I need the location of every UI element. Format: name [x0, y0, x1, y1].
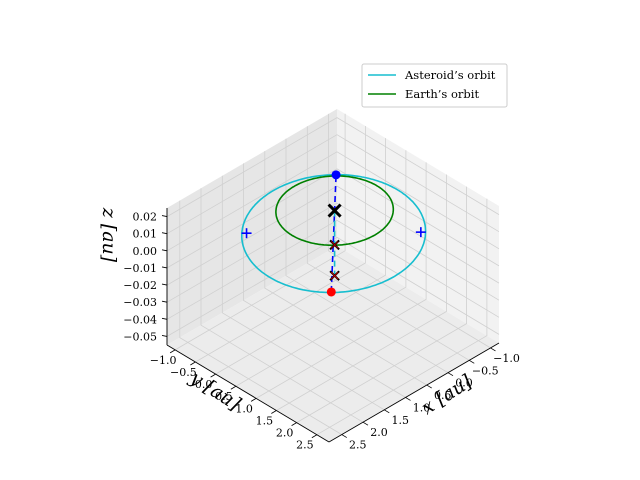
z-tick-label: 0.02: [133, 211, 158, 224]
tick-labels: −1.0−0.50.00.51.01.52.02.5−1.0−0.50.00.5…: [123, 211, 520, 452]
z-tick-mark: [161, 283, 168, 286]
grid-line-y: [200, 188, 364, 423]
x-tick-mark: [190, 361, 196, 366]
plot-area: [241, 170, 427, 297]
z-tick-mark: [161, 249, 168, 252]
grid-line-y: [306, 126, 470, 361]
x-tick-label: 0.0: [195, 378, 213, 391]
z-tick-mark: [161, 317, 168, 320]
y-tick-label: 0.5: [434, 389, 452, 402]
grid-line-x: [174, 113, 346, 351]
y-tick-mark: [490, 347, 496, 352]
legend: Asteroid’s orbit Earth’s orbit: [361, 63, 508, 108]
grid-line-z: [166, 236, 500, 337]
grid-line-x: [276, 174, 447, 411]
y-tick-mark: [469, 359, 475, 364]
z-tick-label: −0.05: [123, 330, 157, 343]
x-tick-label: 0.5: [215, 390, 233, 403]
z-tick-label: −0.04: [123, 313, 157, 326]
axis-lines: [166, 208, 500, 443]
x-tick-label: −0.5: [170, 366, 197, 379]
grid-line-x: [296, 186, 468, 423]
projection-marker: [329, 270, 340, 281]
legend-frame: [361, 63, 508, 108]
grid-line-y: [328, 113, 491, 349]
grid-line-z: [166, 168, 500, 269]
grid-line-x: [195, 126, 366, 363]
y-tick-label: 1.5: [392, 414, 410, 427]
y-tick-label: 2.0: [370, 426, 388, 439]
y-tick-mark: [405, 397, 411, 401]
x-tick-mark: [210, 373, 216, 378]
y-tick-label: −0.5: [472, 364, 499, 377]
pane-xz: [337, 109, 499, 343]
y-tick-mark: [362, 421, 369, 426]
y-tick-label: 0.0: [455, 377, 473, 390]
z-tick-label: −0.01: [123, 262, 157, 275]
grid-line-x: [255, 162, 427, 399]
grid-line-z: [166, 202, 500, 303]
x-tick-mark: [250, 398, 257, 402]
x-tick-label: 2.0: [276, 427, 294, 440]
grid-line-z: [166, 151, 500, 252]
grid-line-z: [166, 185, 500, 286]
z-tick-mark: [161, 232, 168, 235]
y-tick-label: 2.5: [349, 439, 367, 452]
x-tick-label: −1.0: [150, 354, 177, 367]
z-tick-mark: [161, 300, 168, 303]
z-tick-label: −0.03: [123, 296, 157, 309]
x-tick-mark: [169, 349, 176, 354]
y-tick-mark: [384, 409, 390, 414]
x-tick-label: 1.0: [235, 402, 253, 415]
axes-panes: [167, 109, 499, 442]
x-tick-label: 2.5: [296, 439, 314, 452]
z-tick-label: 0.00: [133, 245, 158, 258]
x-tick-mark: [291, 422, 297, 426]
x-tick-label: 1.5: [256, 414, 274, 427]
z-tick-label: −0.02: [123, 279, 157, 292]
perihelion-marker: [331, 170, 341, 180]
node-marker: [415, 227, 426, 238]
node-marker: [241, 228, 252, 239]
z-tick-mark: [161, 215, 168, 217]
x-tick-mark: [230, 385, 237, 390]
x-inner-b: [330, 271, 339, 280]
aphelion-marker: [326, 287, 336, 297]
y-tick-mark: [447, 372, 454, 377]
y-axis-line: [328, 342, 500, 443]
pane-xy: [167, 246, 499, 442]
grid-line-z: [166, 134, 500, 235]
grid-line-y: [179, 200, 343, 435]
x-inner-b: [330, 241, 339, 249]
x-axis-line: [166, 344, 330, 443]
y-tick-mark: [426, 384, 432, 389]
z-tick-mark: [161, 335, 168, 337]
grid-line-x: [316, 198, 488, 436]
grid-line-z: [166, 219, 500, 320]
z-axis-label: z [au]: [98, 207, 120, 263]
grid-line-y: [221, 175, 385, 411]
x-tick-mark: [311, 434, 318, 439]
x-tick-mark: [271, 410, 277, 414]
sun-marker: [327, 203, 342, 218]
y-tick-label: 1.0: [413, 401, 431, 414]
y-tick-mark: [341, 434, 347, 438]
pane-yz: [167, 109, 337, 345]
z-tick-label: 0.01: [133, 228, 158, 241]
grid-line-z: [166, 117, 500, 217]
y-tick-label: −1.0: [493, 352, 520, 365]
legend-label-earth: Earth’s orbit: [405, 87, 479, 101]
orbit-series-1: [275, 175, 395, 247]
projection-marker: [329, 239, 340, 251]
grid-line-y: [243, 163, 406, 398]
z-tick-mark: [161, 266, 168, 269]
x-stroke-b: [327, 203, 342, 218]
legend-label-asteroid: Asteroid’s orbit: [404, 68, 496, 82]
